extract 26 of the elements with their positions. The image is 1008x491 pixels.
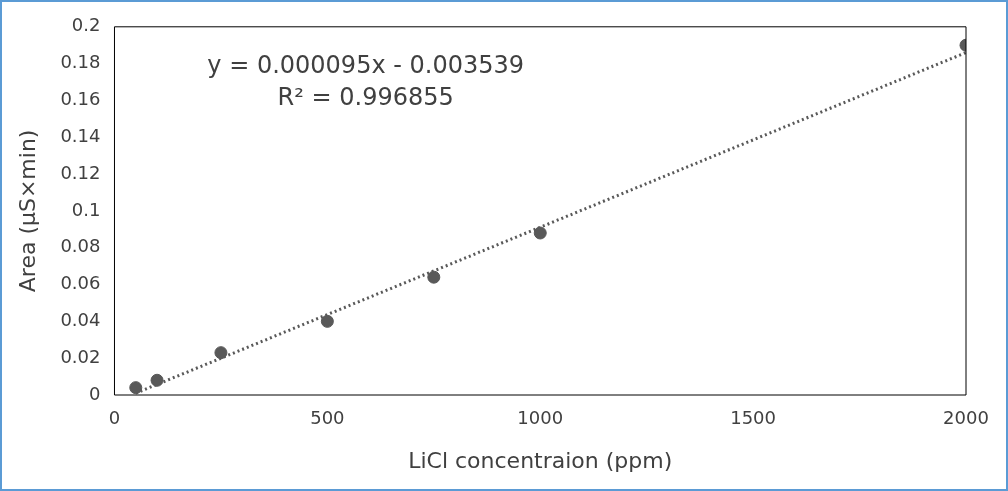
x-tick-label: 1000 <box>517 407 564 429</box>
y-axis-title: Area (µS×min) <box>14 129 40 293</box>
annotation: R² = 0.996855 <box>277 83 454 112</box>
x-tick-label: 0 <box>108 407 121 429</box>
y-tick-label: 0.08 <box>60 235 101 257</box>
y-tick-label: 0.16 <box>60 88 101 110</box>
point <box>320 314 334 328</box>
y-tick-label: 0.14 <box>60 124 101 146</box>
point <box>150 373 164 387</box>
point <box>129 381 143 395</box>
point <box>214 346 228 360</box>
y-tick-label: 0.02 <box>60 345 101 367</box>
y-tick-label: 0.04 <box>60 309 101 331</box>
x-tick-label: 1500 <box>730 407 777 429</box>
y-tick-label: 0.12 <box>60 161 101 183</box>
y-tick-label: 0 <box>89 382 101 404</box>
y-tick-label: 0.2 <box>71 14 101 36</box>
x-tick-label: 2000 <box>943 407 989 429</box>
annotation: y = 0.000095x - 0.003539 <box>207 51 525 80</box>
point <box>533 226 547 240</box>
y-tick-label: 0.1 <box>71 198 101 220</box>
point <box>427 270 441 284</box>
x-axis-title: LiCl concentraion (ppm) <box>408 447 673 473</box>
y-tick-label: 0.18 <box>60 51 101 73</box>
x-tick-label: 500 <box>310 407 345 429</box>
y-tick-label: 0.06 <box>60 272 101 294</box>
